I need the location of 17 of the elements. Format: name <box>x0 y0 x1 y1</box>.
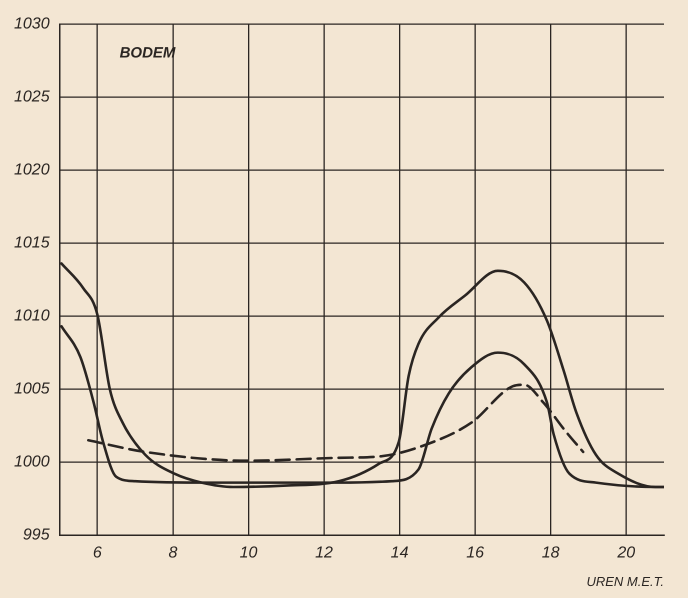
x-tick-label: 16 <box>466 544 484 562</box>
x-axis-title: UREN M.E.T. <box>586 574 664 589</box>
x-tick-label: 18 <box>542 544 560 562</box>
y-tick-label: 1005 <box>14 380 50 398</box>
x-tick-label: 6 <box>92 544 102 562</box>
y-tick-label: 1020 <box>14 162 50 179</box>
x-tick-label: 14 <box>390 544 409 562</box>
y-tick-label: 1030 <box>14 15 50 32</box>
x-tick-label: 12 <box>315 544 334 562</box>
y-tick-label: 995 <box>22 526 50 544</box>
y-tick-label: 1025 <box>14 88 50 106</box>
x-tick-label: 8 <box>168 544 178 562</box>
y-tick-label: 1015 <box>14 234 50 252</box>
y-tick-label: 1000 <box>14 454 50 471</box>
y-tick-label: 1010 <box>14 308 50 325</box>
x-tick-label: 20 <box>616 544 636 562</box>
x-tick-label: 10 <box>240 544 258 562</box>
